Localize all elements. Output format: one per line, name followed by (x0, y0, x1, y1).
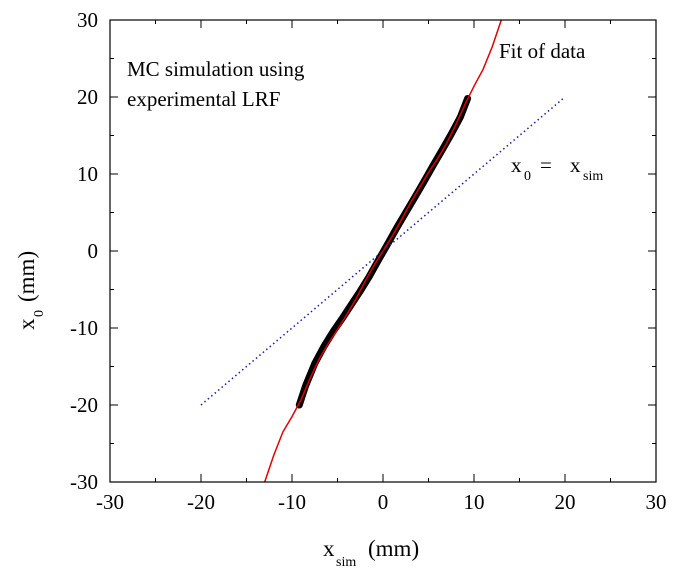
y-tick-label: 0 (88, 239, 99, 263)
y-tick-label: -10 (70, 316, 98, 340)
x-axis-label-main: x (323, 536, 335, 561)
y-axis-label: x 0 (mm) (14, 251, 47, 330)
x-tick-label: -30 (96, 490, 124, 514)
y-tick-label: -20 (70, 393, 98, 417)
axis-tick-labels: -30 -20 -10 0 10 20 30 -30 -20 -10 0 10 20 30 (70, 8, 667, 514)
identity-rhs: x (570, 153, 581, 177)
y-tick-label: 30 (77, 8, 98, 32)
annotation-sim-line1: MC simulation using (127, 57, 305, 81)
identity-rhs-sub: sim (583, 169, 603, 184)
x-axis-label-sub: sim (336, 555, 356, 570)
y-tick-label: -30 (70, 470, 98, 494)
x-tick-label: 30 (646, 490, 667, 514)
y-axis-label-sub: 0 (32, 310, 47, 317)
x-tick-label: 10 (464, 490, 485, 514)
annotation-sim-line2: experimental LRF (127, 87, 280, 111)
x-axis-label-unit: (mm) (368, 536, 419, 561)
annotation-identity: x 0 = x sim (511, 153, 603, 184)
identity-lhs: x (511, 153, 522, 177)
identity-eq: = (540, 153, 552, 177)
annotation-fit: Fit of data (499, 39, 586, 63)
y-tick-label: 20 (77, 85, 98, 109)
axis-ticks (109, 19, 657, 483)
x-axis-label: x sim (mm) (323, 536, 419, 570)
data-points-band (295, 95, 472, 409)
x-tick-label: 20 (555, 490, 576, 514)
identity-line (200, 96, 566, 406)
y-tick-label: 10 (77, 162, 98, 186)
identity-lhs-sub: 0 (524, 169, 531, 184)
x-tick-label: 0 (378, 490, 389, 514)
y-axis-label-unit: (mm) (14, 251, 39, 302)
y-axis-label-main: x (14, 318, 39, 330)
x-tick-label: -10 (278, 490, 306, 514)
x-tick-label: -20 (187, 490, 215, 514)
fit-line (263, 19, 503, 483)
